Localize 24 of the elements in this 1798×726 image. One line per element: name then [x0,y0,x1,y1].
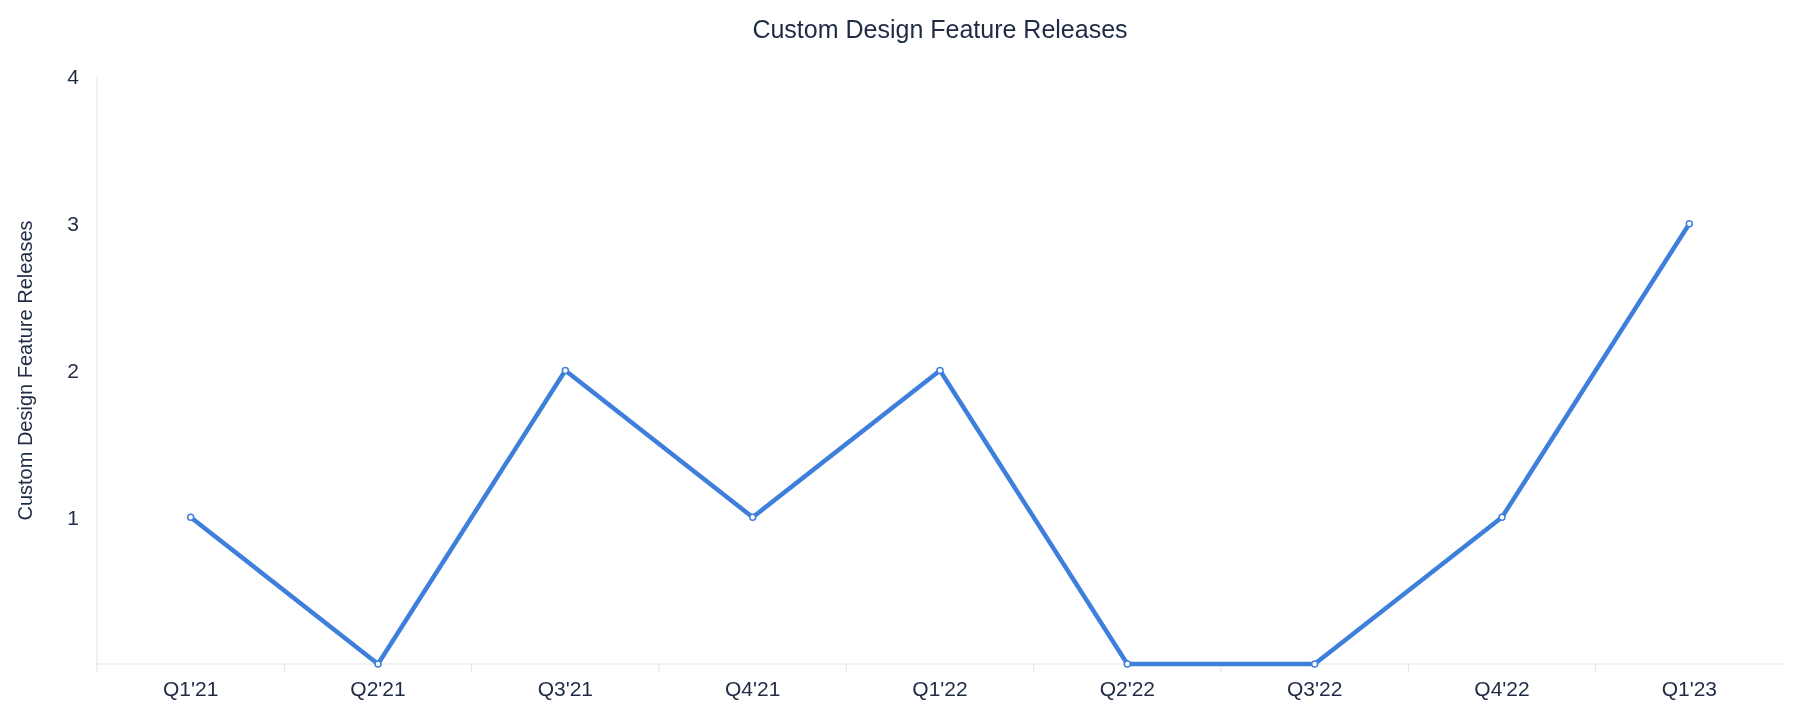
point [1310,660,1319,668]
y-tick-label: 3 [67,212,79,236]
point [748,513,757,521]
point [936,366,944,375]
point [186,513,195,521]
point [561,366,570,375]
y-tick-label: 4 [67,65,80,89]
x-tick-label: Q4'22 [1474,677,1530,700]
point [1498,513,1506,521]
y-tick-label: 1 [67,505,79,529]
y-tick-label: 2 [67,358,79,382]
x-tick-label: Q1'23 [1661,677,1718,700]
x-tick-label: Q1'21 [162,677,219,700]
x-tick-label: Q4'21 [724,677,781,700]
y-axis-title: Custom Design Feature Releases [14,220,36,521]
x-tick-label: Q2'21 [350,677,406,700]
point [1123,660,1132,668]
x-tick-label: Q2'22 [1099,677,1156,700]
x-tick-label: Q3'22 [1286,677,1343,700]
point [374,660,382,668]
point [1685,220,1694,228]
x-tick-label: Q1'22 [912,677,968,700]
chart-title: Custom Design Feature Releases [752,15,1128,43]
x-tick-label: Q3'21 [537,677,594,700]
